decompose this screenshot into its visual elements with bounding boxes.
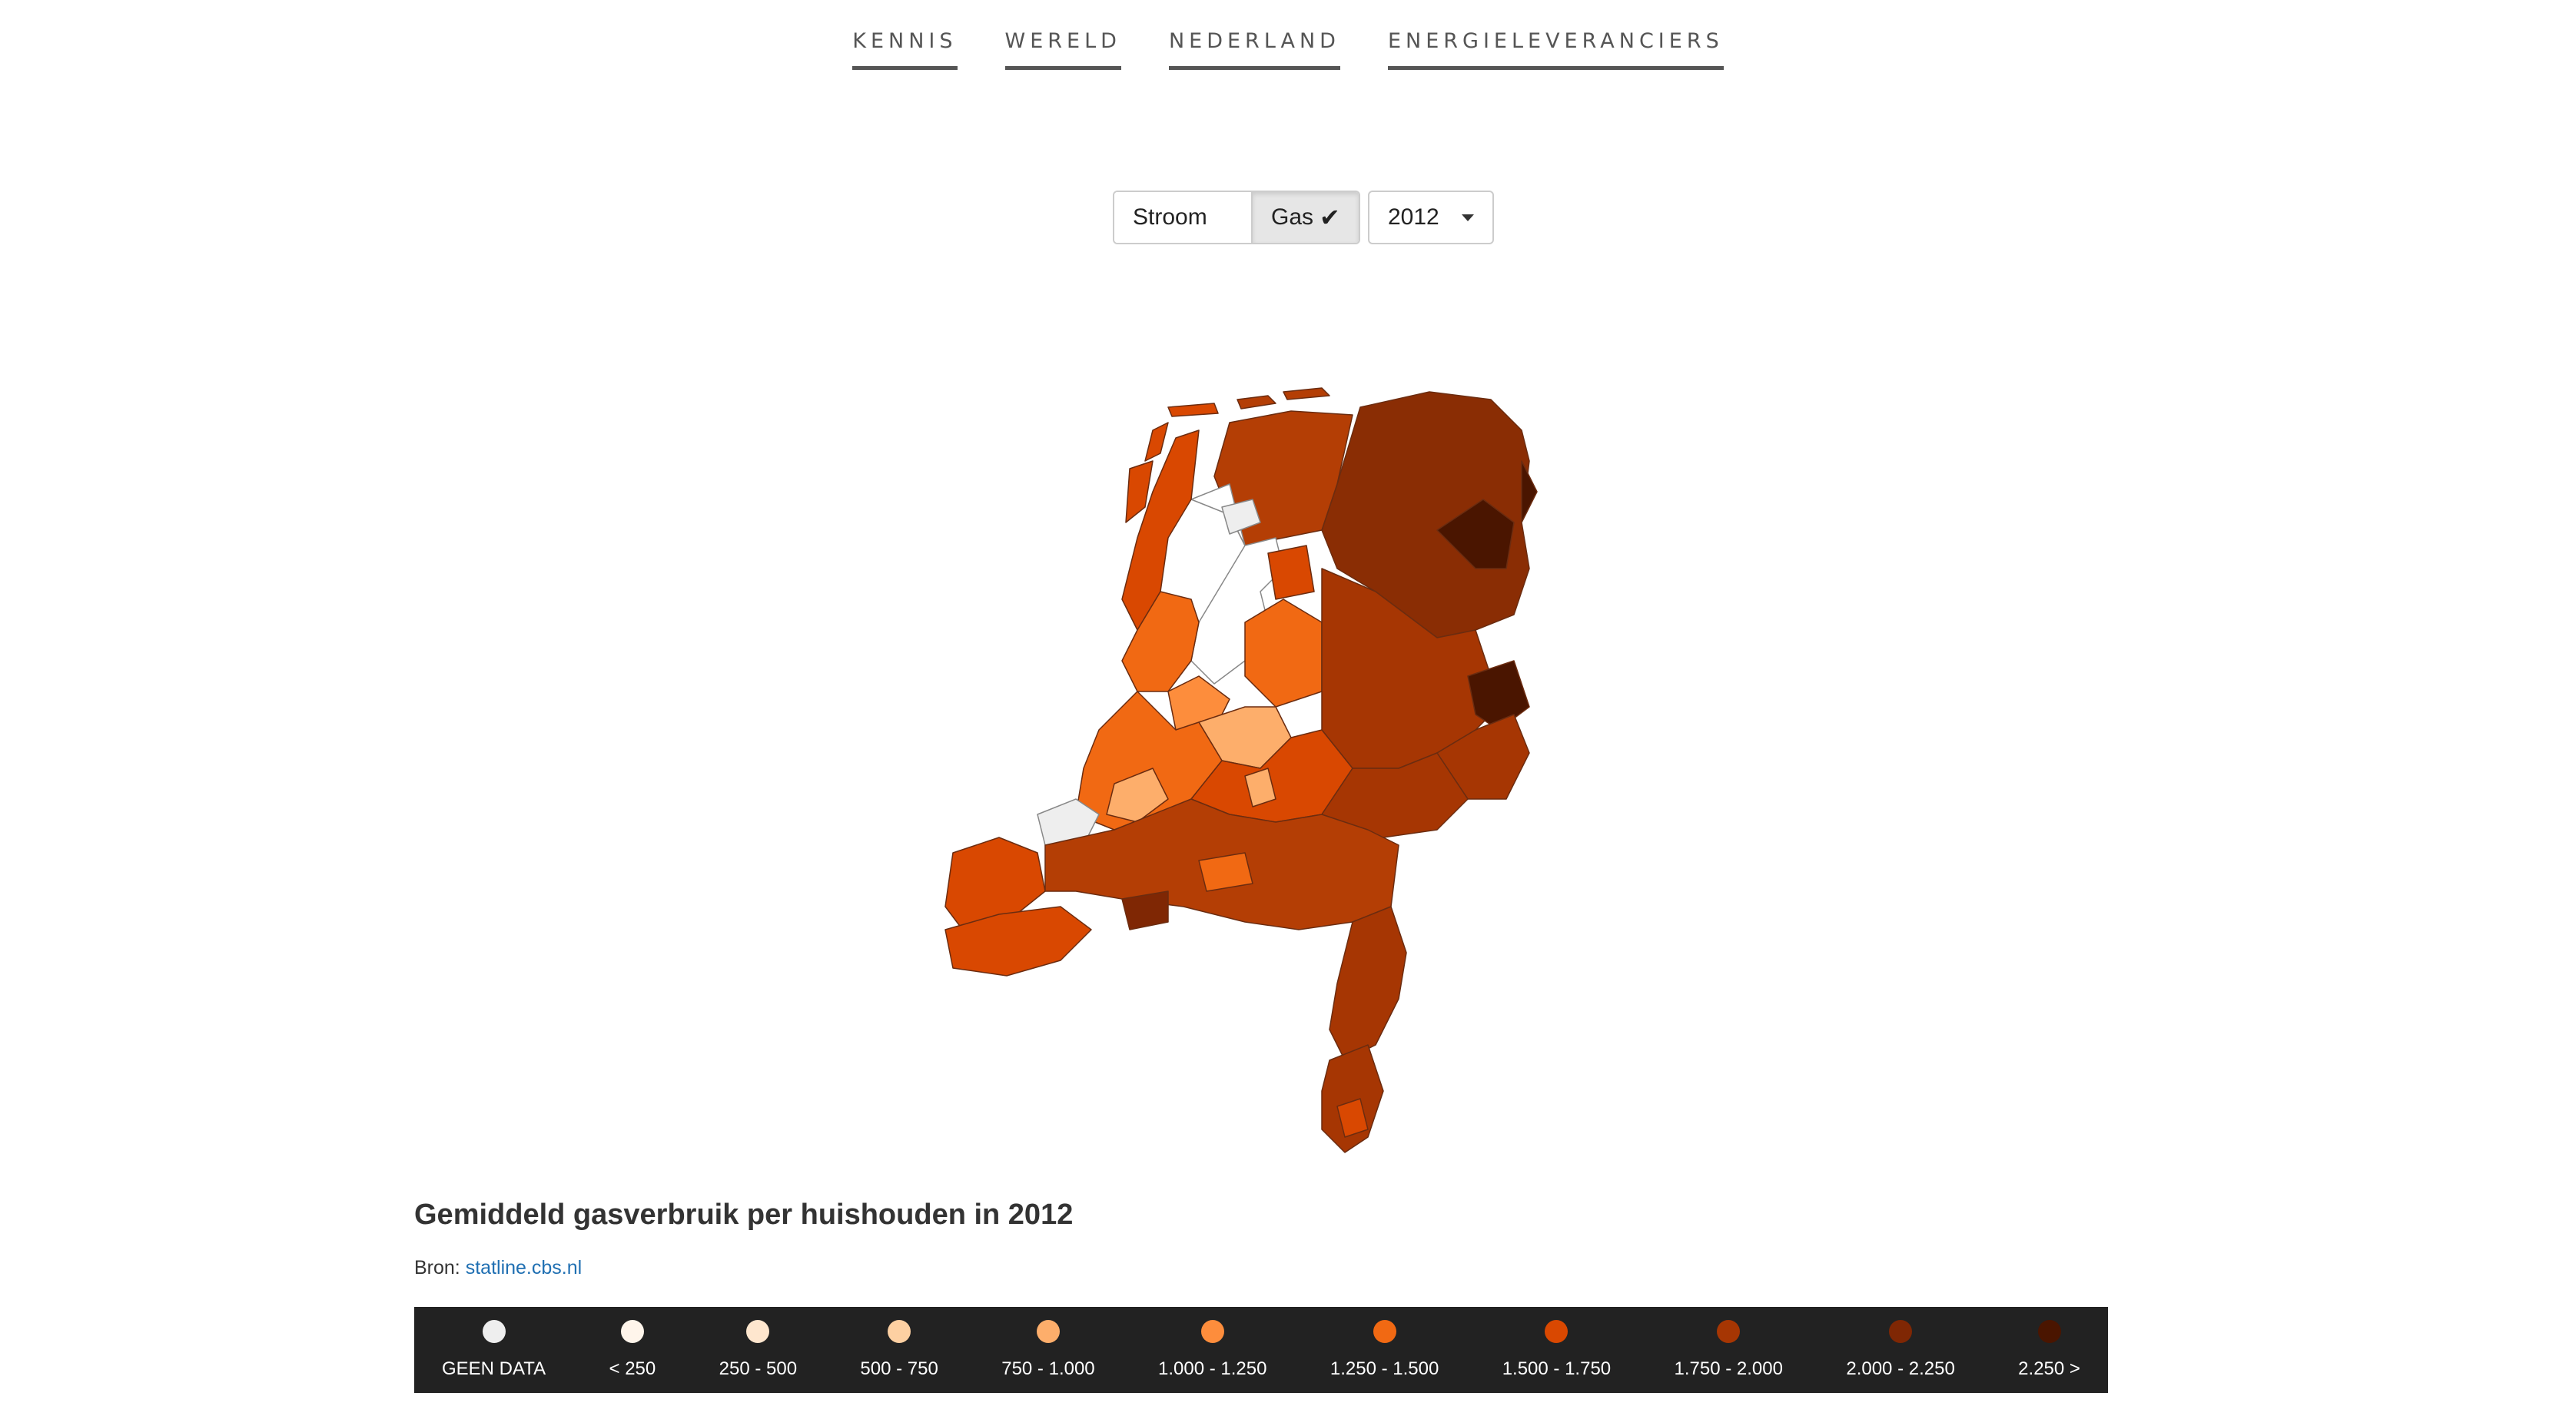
- map-legend: GEEN DATA < 250 250 - 500 500 - 750 750 - 1.…: [414, 1307, 2108, 1393]
- legend-item: 2.250 >: [2018, 1320, 2080, 1380]
- legend-item: < 250: [609, 1320, 656, 1380]
- legend-item: 1.250 - 1.500: [1330, 1320, 1439, 1380]
- legend-swatch: [482, 1320, 506, 1343]
- stroom-label: Stroom: [1133, 204, 1207, 230]
- legend-label: 250 - 500: [719, 1358, 798, 1379]
- map-region-limburg-north[interactable]: [1329, 906, 1407, 1061]
- nav-link-energieleveranciers[interactable]: ENERGIELEVERANCIERS: [1387, 28, 1724, 70]
- map-region-noord-holland-mid[interactable]: [1121, 591, 1200, 692]
- checkmark-icon: ✔: [1320, 204, 1340, 231]
- legend-label: < 250: [609, 1358, 656, 1379]
- map-region-noordoostpolder[interactable]: [1267, 545, 1315, 600]
- nav-link-kennis[interactable]: KENNIS: [852, 28, 958, 70]
- year-select-value: 2012: [1388, 204, 1439, 230]
- legend-label: 1.250 - 1.500: [1329, 1358, 1439, 1379]
- map-region-groningen-drenthe[interactable]: [1321, 391, 1530, 638]
- legend-item: 1.000 - 1.250: [1158, 1320, 1266, 1380]
- caret-down-icon: [1462, 214, 1474, 221]
- map-region-flevoland[interactable]: [1244, 599, 1323, 708]
- legend-item: 1.500 - 1.750: [1502, 1320, 1611, 1380]
- map-region-rotterdam[interactable]: [1106, 768, 1169, 823]
- map-region-dark-ne[interactable]: [1521, 460, 1538, 523]
- map-region-ameland[interactable]: [1237, 395, 1276, 410]
- map-region-limburg-south[interactable]: [1321, 1044, 1384, 1153]
- legend-swatch: [1373, 1320, 1396, 1343]
- legend-item: 500 - 750: [860, 1320, 938, 1380]
- gas-button[interactable]: Gas ✔: [1253, 192, 1359, 243]
- year-select[interactable]: 2012: [1368, 191, 1494, 244]
- legend-swatch: [1200, 1320, 1224, 1343]
- legend-label: 750 - 1.000: [1001, 1358, 1095, 1379]
- legend-label: 1.500 - 1.750: [1502, 1358, 1612, 1379]
- legend-swatch: [2037, 1320, 2061, 1343]
- map-region-dark-east[interactable]: [1436, 499, 1515, 569]
- map-region-maastricht[interactable]: [1336, 1098, 1369, 1138]
- legend-swatch: [1717, 1320, 1741, 1343]
- map-region-brabant-city[interactable]: [1198, 852, 1253, 892]
- legend-swatch: [888, 1320, 911, 1343]
- legend-label: 1.000 - 1.250: [1158, 1358, 1267, 1379]
- legend-swatch: [1889, 1320, 1913, 1343]
- map-region-texel[interactable]: [1125, 460, 1154, 523]
- map-region-terschelling[interactable]: [1167, 403, 1219, 417]
- legend-label: 500 - 750: [860, 1358, 938, 1379]
- nav-link-nederland[interactable]: NEDERLAND: [1168, 28, 1340, 70]
- map-region-schiermonnikoog[interactable]: [1283, 387, 1330, 400]
- legend-item: 750 - 1.000: [1001, 1320, 1095, 1380]
- map-region-no-data-port[interactable]: [1037, 798, 1100, 846]
- netherlands-gas-map[interactable]: [938, 369, 1668, 1214]
- legend-swatch: [746, 1320, 770, 1343]
- main-nav: KENNIS WERELD NEDERLAND ENERGIELEVERANCI…: [0, 28, 2576, 70]
- stroom-button[interactable]: Stroom: [1114, 192, 1253, 243]
- legend-swatch: [620, 1320, 644, 1343]
- energy-type-toggle: Stroom Gas ✔: [1113, 191, 1360, 244]
- legend-item: 1.750 - 2.000: [1675, 1320, 1783, 1380]
- legend-label: 2.250 >: [2018, 1358, 2080, 1379]
- legend-item: 250 - 500: [719, 1320, 797, 1380]
- map-controls: Stroom Gas ✔ 2012: [1113, 191, 1494, 244]
- legend-label: GEEN DATA: [442, 1358, 546, 1379]
- map-region-brabant-south[interactable]: [1121, 890, 1169, 930]
- map-region-zeeland-north[interactable]: [944, 837, 1046, 938]
- legend-item: GEEN DATA: [442, 1320, 546, 1380]
- map-region-no-data-north[interactable]: [1221, 499, 1261, 535]
- map-region-vlieland[interactable]: [1144, 422, 1169, 462]
- nav-link-wereld[interactable]: WERELD: [1004, 28, 1121, 70]
- source-line: Bron: statline.cbs.nl: [414, 1257, 582, 1279]
- gas-label: Gas: [1271, 204, 1314, 230]
- legend-swatch: [1545, 1320, 1569, 1343]
- map-title: Gemiddeld gasverbruik per huishouden in …: [414, 1199, 1074, 1231]
- map-region-utrecht-city[interactable]: [1244, 768, 1276, 807]
- legend-label: 1.750 - 2.000: [1674, 1358, 1783, 1379]
- source-prefix: Bron:: [414, 1257, 460, 1278]
- source-link[interactable]: statline.cbs.nl: [465, 1257, 583, 1278]
- legend-label: 2.000 - 2.250: [1846, 1358, 1955, 1379]
- map-region-zeeland-south[interactable]: [944, 906, 1092, 977]
- legend-item: 2.000 - 2.250: [1846, 1320, 1955, 1380]
- legend-swatch: [1036, 1320, 1060, 1343]
